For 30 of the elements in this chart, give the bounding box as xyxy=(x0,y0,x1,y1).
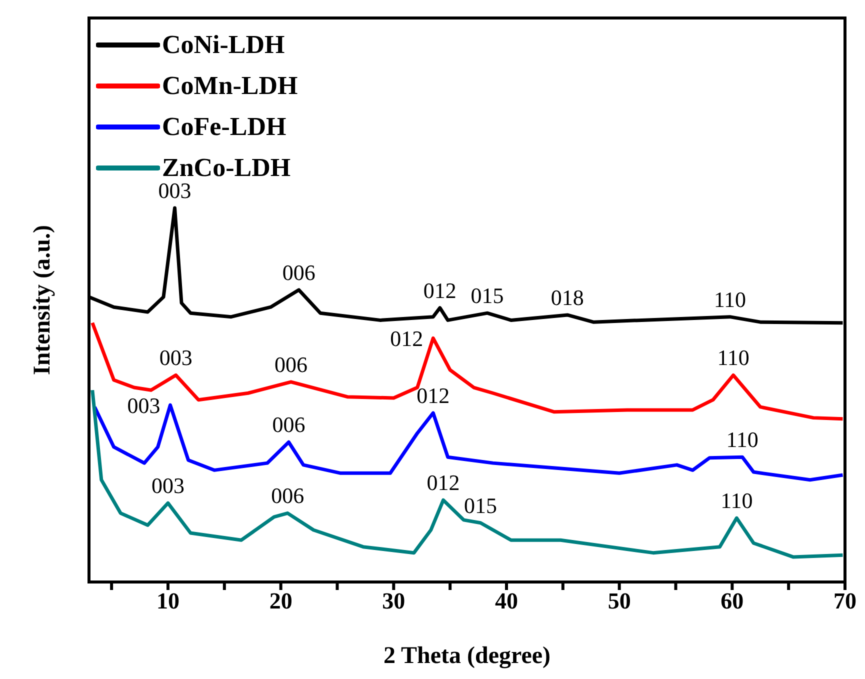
annotation: 012 xyxy=(426,470,460,496)
annotation: 006 xyxy=(272,412,306,438)
annotation: 012 xyxy=(423,278,456,303)
legend-label: CoMn-LDH xyxy=(162,70,298,100)
annotation: 015 xyxy=(470,283,504,308)
x-tick-label: 20 xyxy=(269,588,292,614)
annotation: 006 xyxy=(274,352,308,377)
annotation: 015 xyxy=(464,492,498,518)
annotation: 006 xyxy=(271,483,304,508)
annotation: 110 xyxy=(714,286,746,312)
annotation: 003 xyxy=(159,345,192,370)
annotation: 012 xyxy=(416,382,450,408)
legend-label: CoNi-LDH xyxy=(162,30,285,60)
annotation: 012 xyxy=(390,326,424,351)
x-axis-title: 2 Theta (degree) xyxy=(383,643,551,669)
y-axis-title: Intensity (a.u.) xyxy=(30,224,56,376)
annotation: 110 xyxy=(717,345,750,370)
annotation: 110 xyxy=(720,488,753,514)
x-tick-label: 40 xyxy=(494,588,518,614)
annotation: 110 xyxy=(726,427,758,452)
legend-label: CoFe-LDH xyxy=(162,112,286,142)
annotation: 003 xyxy=(151,473,184,498)
annotation: 018 xyxy=(550,284,584,310)
x-tick-label: 70 xyxy=(834,588,856,614)
x-tick-label: 50 xyxy=(608,588,631,614)
x-tick-label: 30 xyxy=(382,588,406,614)
x-tick-label: 10 xyxy=(156,588,180,614)
x-tick-label: 60 xyxy=(720,588,744,614)
annotation: 003 xyxy=(127,392,160,418)
annotation: 006 xyxy=(282,260,316,285)
